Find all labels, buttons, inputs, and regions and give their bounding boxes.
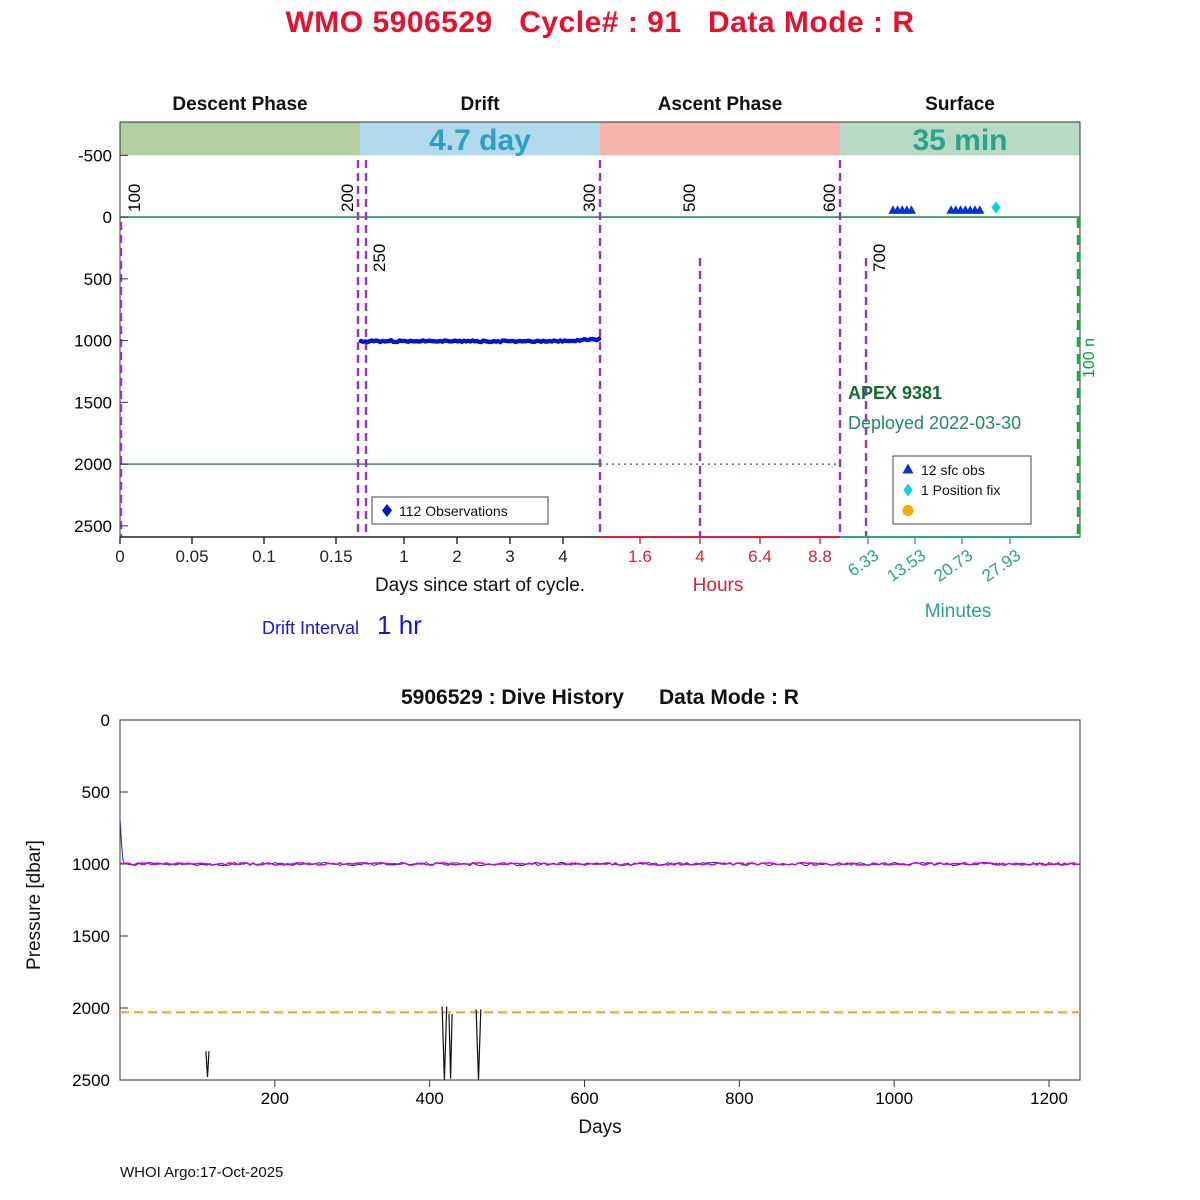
phase-band-3 xyxy=(840,122,1080,156)
drift-interval-value: 1 hr xyxy=(377,610,422,640)
profile-marker-label: 500 xyxy=(680,184,699,212)
cycle-x-tick-label: 0.1 xyxy=(252,547,276,566)
page-title: WMO 5906529 Cycle# : 91 Data Mode : R xyxy=(285,6,915,39)
dive-y-tick-label: 500 xyxy=(82,783,110,802)
cycle-x-tick-label: 6.33 xyxy=(844,546,882,581)
profile-marker-label: 700 xyxy=(870,244,889,272)
cycle-x-tick-label: 2 xyxy=(452,547,461,566)
cycle-x-tick-label: 0.15 xyxy=(319,547,352,566)
dive-x-tick-label: 600 xyxy=(570,1089,598,1108)
phase-band-2 xyxy=(600,122,840,156)
park-history-trace xyxy=(119,861,1081,867)
dive-xlabel: Days xyxy=(578,1117,621,1138)
phase-band-1 xyxy=(360,122,600,156)
cycle-x-tick-label: 8.8 xyxy=(808,547,832,566)
surface-observation-marker xyxy=(906,205,916,214)
profile-marker-label: 100 xyxy=(125,184,144,212)
sfc-obs-legend-label: 12 sfc obs xyxy=(921,462,985,478)
days-axis-label: Days since start of cycle. xyxy=(375,575,585,596)
static-text-layer: Descent Phase Drift Ascent Phase Surface… xyxy=(24,94,1098,1138)
deep-dive-event xyxy=(475,1009,482,1081)
phase-label-descent: Descent Phase xyxy=(172,94,307,115)
surface-legend-box xyxy=(892,455,1032,525)
cycle-x-tick-label: 1.6 xyxy=(628,547,652,566)
dive-y-tick-label: 1500 xyxy=(72,927,110,946)
dive-x-tick-label: 400 xyxy=(415,1089,443,1108)
cycle-end-line-label: 100 n xyxy=(1081,338,1098,378)
deep-dive-event xyxy=(441,1006,448,1081)
position-fix-diamond-icon xyxy=(903,483,913,497)
cycle-y-tick-label: 0 xyxy=(103,208,112,227)
dive-x-tick-label: 800 xyxy=(725,1089,753,1108)
profile-marker-label: 200 xyxy=(338,184,357,212)
cycle-x-tick-label: 6.4 xyxy=(748,547,772,566)
phase-label-drift: Drift xyxy=(460,94,500,115)
surface-duration-text: 35 min xyxy=(912,124,1007,157)
cycle-x-tick-label: 0 xyxy=(115,547,124,566)
drift-interval-label: Drift Interval xyxy=(262,618,360,638)
cycle-x-tick-label: 4 xyxy=(558,547,567,566)
dive-x-tick-label: 1200 xyxy=(1030,1089,1068,1108)
dive-plot-border xyxy=(119,719,1081,1081)
dive-x-tick-label: 200 xyxy=(261,1089,289,1108)
dive-y-tick-label: 0 xyxy=(101,711,110,730)
float-model-annotation: APEX 9381 xyxy=(848,383,942,403)
hours-axis-label: Hours xyxy=(693,575,744,596)
phase-label-surface: Surface xyxy=(925,94,995,115)
cycle-y-tick-label: 500 xyxy=(84,270,112,289)
dive-ylabel: Pressure [dbar] xyxy=(24,840,45,970)
orange-circle-icon xyxy=(902,505,914,516)
drift-observation-point xyxy=(596,336,602,342)
cycle-x-tick-label: 3 xyxy=(505,547,514,566)
sfc-obs-triangle-icon xyxy=(902,463,914,474)
minutes-axis-label: Minutes xyxy=(925,601,992,622)
cycle-y-tick-label: 1500 xyxy=(74,393,112,412)
dive-history-title: 5906529 : Dive History Data Mode : R xyxy=(401,686,799,709)
deep-dive-event xyxy=(448,1013,453,1079)
cycle-x-tick-label: 13.53 xyxy=(884,546,930,586)
deployed-date-annotation: Deployed 2022-03-30 xyxy=(848,413,1021,433)
position-fix-marker xyxy=(991,201,1001,214)
cycle-y-tick-label: 2000 xyxy=(74,455,112,474)
observations-legend-box xyxy=(371,496,549,525)
cycle-x-tick-label: 4 xyxy=(695,547,704,566)
position-fix-legend-label: 1 Position fix xyxy=(921,482,1000,498)
cycle-y-tick-label: 1000 xyxy=(74,332,112,351)
cycle-x-tick-label: 27.93 xyxy=(979,546,1025,586)
dive-y-tick-label: 2000 xyxy=(72,999,110,1018)
cycle-x-tick-label: 0.05 xyxy=(175,547,208,566)
drift-interval: Drift Interval 1 hr xyxy=(262,610,422,641)
dive-y-tick-label: 2500 xyxy=(72,1071,110,1090)
observations-legend-label: 112 Observations xyxy=(399,503,508,519)
deep-dive-event xyxy=(205,1051,210,1078)
descent-history-trace xyxy=(119,819,1081,867)
cycle-y-tick-label: -500 xyxy=(78,146,112,165)
profile-marker-label: 600 xyxy=(820,184,839,212)
profile-marker-label: 250 xyxy=(370,244,389,272)
cycle-x-tick-label: 20.73 xyxy=(931,546,977,586)
footer-text: WHOI Argo:17-Oct-2025 xyxy=(120,1164,284,1181)
cycle-y-tick-label: 2500 xyxy=(74,517,112,536)
phase-band-0 xyxy=(120,122,360,156)
cycle-x-tick-label: 1 xyxy=(399,547,408,566)
surface-observation-marker xyxy=(975,205,985,214)
phase-label-ascent: Ascent Phase xyxy=(658,94,783,115)
dive-x-tick-label: 1000 xyxy=(875,1089,913,1108)
profile-marker-label: 300 xyxy=(580,184,599,212)
dive-y-tick-label: 1000 xyxy=(72,855,110,874)
drift-duration-text: 4.7 day xyxy=(429,124,531,157)
observation-diamond-icon xyxy=(382,504,392,517)
